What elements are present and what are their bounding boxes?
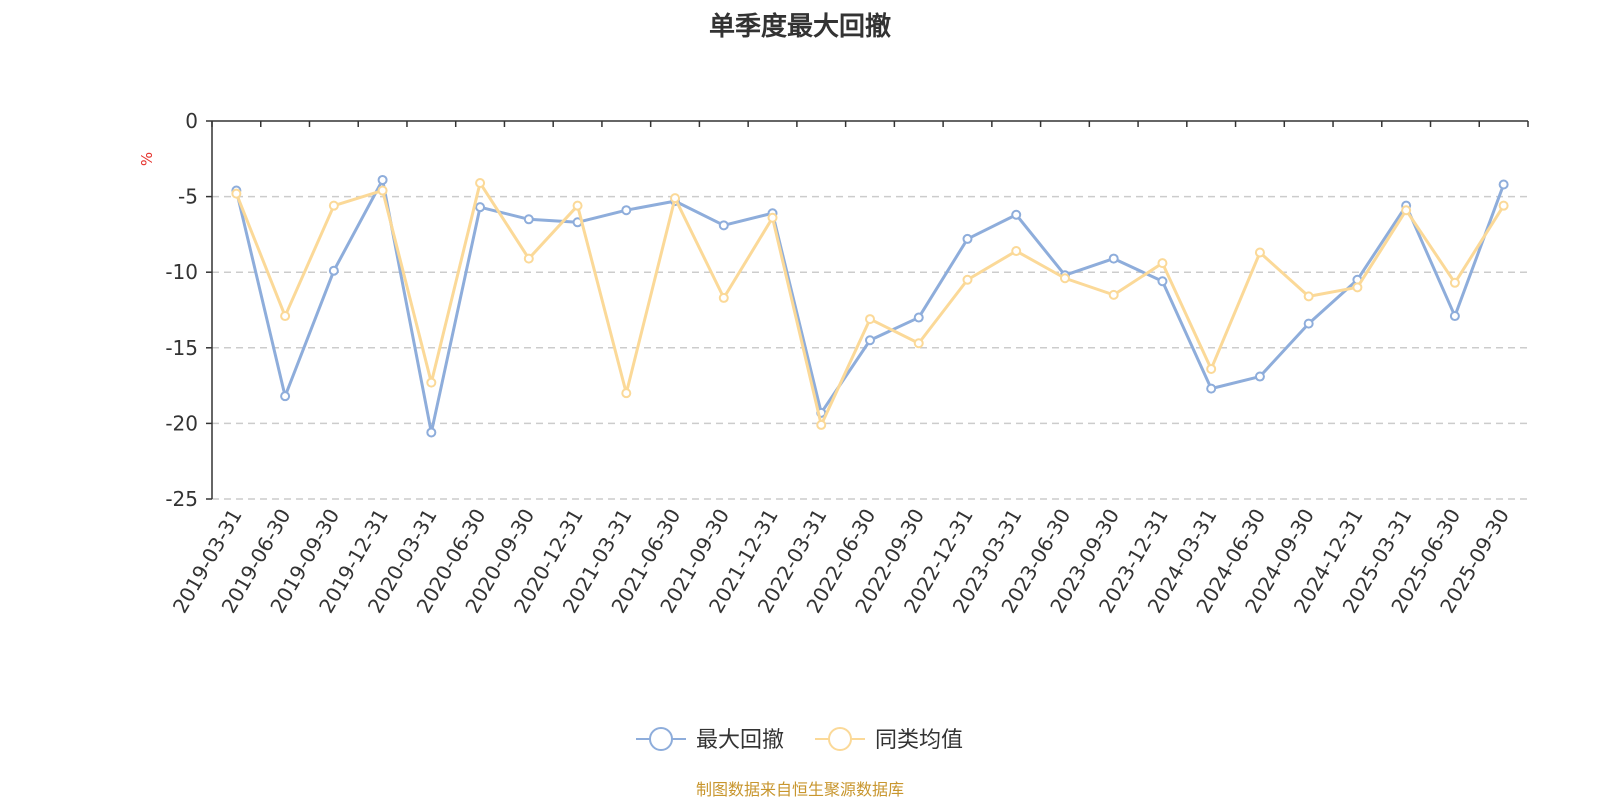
data-point[interactable] bbox=[718, 292, 729, 303]
data-point[interactable] bbox=[962, 274, 973, 285]
data-point[interactable] bbox=[1449, 311, 1460, 322]
data-point[interactable] bbox=[377, 185, 388, 196]
data-point[interactable] bbox=[1108, 289, 1119, 300]
data-point[interactable] bbox=[1254, 247, 1265, 258]
data-point[interactable] bbox=[280, 311, 291, 322]
data-point[interactable] bbox=[572, 200, 583, 211]
legend-marker bbox=[649, 727, 673, 751]
series-1 bbox=[231, 174, 1509, 438]
data-point[interactable] bbox=[913, 312, 924, 323]
data-point[interactable] bbox=[1303, 318, 1314, 329]
data-point[interactable] bbox=[1449, 277, 1460, 288]
y-tick-label: -15 bbox=[165, 336, 198, 360]
data-point[interactable] bbox=[767, 212, 778, 223]
series-2 bbox=[231, 177, 1509, 430]
legend-label: 同类均值 bbox=[875, 728, 963, 753]
data-point[interactable] bbox=[1352, 282, 1363, 293]
data-point[interactable] bbox=[1108, 253, 1119, 264]
data-point[interactable] bbox=[1498, 200, 1509, 211]
data-point[interactable] bbox=[328, 200, 339, 211]
data-point[interactable] bbox=[523, 253, 534, 264]
data-point[interactable] bbox=[1157, 276, 1168, 287]
data-point[interactable] bbox=[962, 233, 973, 244]
legend-label: 最大回撤 bbox=[696, 728, 784, 753]
y-tick-label: -5 bbox=[178, 185, 198, 209]
data-point[interactable] bbox=[426, 427, 437, 438]
y-axis-unit-label: % bbox=[138, 152, 156, 166]
series-layer bbox=[231, 174, 1509, 438]
y-tick-label: -25 bbox=[165, 487, 198, 511]
data-point[interactable] bbox=[718, 220, 729, 231]
data-point[interactable] bbox=[1254, 371, 1265, 382]
data-point[interactable] bbox=[231, 188, 242, 199]
data-point[interactable] bbox=[1206, 363, 1217, 374]
series-line bbox=[234, 181, 1505, 427]
data-point[interactable] bbox=[328, 265, 339, 276]
chart-title: 单季度最大回撤 bbox=[708, 12, 891, 42]
y-tick-label: 0 bbox=[185, 109, 198, 133]
data-point[interactable] bbox=[913, 338, 924, 349]
data-point[interactable] bbox=[377, 174, 388, 185]
data-point[interactable] bbox=[426, 377, 437, 388]
data-point[interactable] bbox=[621, 388, 632, 399]
data-point[interactable] bbox=[475, 202, 486, 213]
data-point[interactable] bbox=[1401, 205, 1412, 216]
data-point[interactable] bbox=[1206, 383, 1217, 394]
data-point[interactable] bbox=[865, 314, 875, 325]
legend-item-2[interactable]: 同类均值 bbox=[815, 727, 963, 753]
data-point[interactable] bbox=[1059, 273, 1070, 284]
data-point[interactable] bbox=[1157, 258, 1168, 269]
data-point[interactable] bbox=[1011, 209, 1022, 220]
data-point[interactable] bbox=[670, 193, 681, 204]
data-source-note: 制图数据来自恒生聚源数据库 bbox=[695, 780, 904, 799]
data-point[interactable] bbox=[816, 419, 827, 430]
data-point[interactable] bbox=[523, 214, 534, 225]
legend-item-1[interactable]: 最大回撤 bbox=[636, 727, 784, 753]
data-point[interactable] bbox=[621, 205, 632, 216]
y-tick-label: -10 bbox=[165, 260, 198, 284]
data-point[interactable] bbox=[1498, 179, 1509, 190]
legend-marker bbox=[828, 727, 852, 751]
series-line bbox=[234, 178, 1506, 434]
y-tick-label: -20 bbox=[165, 411, 198, 435]
legend[interactable]: 最大回撤 同类均值 bbox=[636, 727, 963, 753]
data-point[interactable] bbox=[1303, 291, 1314, 302]
data-point[interactable] bbox=[475, 177, 486, 188]
data-point[interactable] bbox=[280, 391, 291, 402]
data-point[interactable] bbox=[865, 335, 875, 346]
data-point[interactable] bbox=[1011, 246, 1022, 257]
grid-lines bbox=[212, 195, 1528, 500]
axes: 0-5-10-15-20-252019-03-312019-06-302019-… bbox=[165, 109, 1529, 617]
